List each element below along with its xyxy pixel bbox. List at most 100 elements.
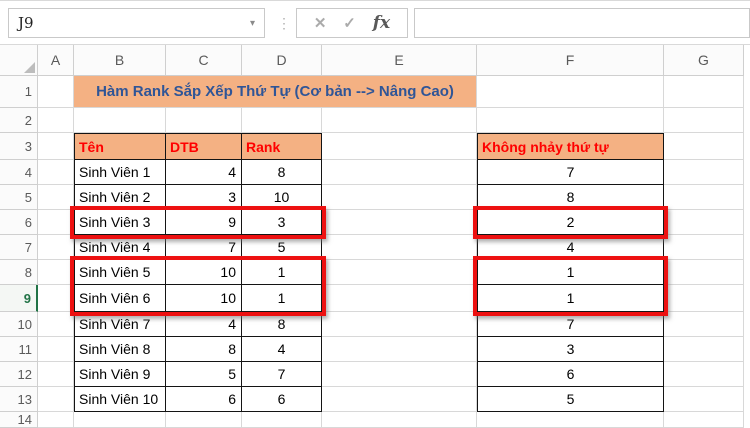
cell-F4[interactable]: 7	[477, 160, 664, 185]
cell-E14[interactable]	[322, 412, 477, 428]
cell-G8[interactable]	[664, 260, 744, 285]
cell-F14[interactable]	[477, 412, 664, 428]
cell-E5[interactable]	[322, 185, 477, 210]
column-header-E[interactable]: E	[322, 45, 477, 76]
cell-C5[interactable]: 3	[166, 185, 242, 210]
cell-E6[interactable]	[322, 210, 477, 235]
cell-E3[interactable]	[322, 133, 477, 160]
cell-G3[interactable]	[664, 133, 744, 160]
cell-B8[interactable]: Sinh Viên 5	[74, 260, 166, 285]
formula-bar-input[interactable]	[414, 8, 750, 38]
cell-B7[interactable]: Sinh Viên 4	[74, 235, 166, 260]
cell-B4[interactable]: Sinh Viên 1	[74, 160, 166, 185]
cell-G6[interactable]	[664, 210, 744, 235]
row-header-3[interactable]: 3	[0, 133, 38, 160]
cell-E4[interactable]	[322, 160, 477, 185]
cell-G12[interactable]	[664, 362, 744, 387]
cell-E9[interactable]	[322, 285, 477, 312]
row-header-9[interactable]: 9	[0, 285, 38, 312]
cell-G1[interactable]	[664, 76, 744, 108]
row-header-4[interactable]: 4	[0, 160, 38, 185]
cell-D11[interactable]: 4	[242, 337, 322, 362]
cell-G4[interactable]	[664, 160, 744, 185]
column-header-D[interactable]: D	[242, 45, 322, 76]
cell-C9[interactable]: 10	[166, 285, 242, 312]
cell-G14[interactable]	[664, 412, 744, 428]
cell-G10[interactable]	[664, 312, 744, 337]
cell-E13[interactable]	[322, 387, 477, 412]
cell-A8[interactable]	[38, 260, 74, 285]
row-header-8[interactable]: 8	[0, 260, 38, 285]
cell-A10[interactable]	[38, 312, 74, 337]
cell-B2[interactable]	[74, 108, 166, 133]
cell-C6[interactable]: 9	[166, 210, 242, 235]
row-header-11[interactable]: 11	[0, 337, 38, 362]
cell-F8[interactable]: 1	[477, 260, 664, 285]
cell-B12[interactable]: Sinh Viên 9	[74, 362, 166, 387]
cell-C7[interactable]: 7	[166, 235, 242, 260]
cell-A11[interactable]	[38, 337, 74, 362]
cell-B10[interactable]: Sinh Viên 7	[74, 312, 166, 337]
cell-A4[interactable]	[38, 160, 74, 185]
cell-B14[interactable]	[74, 412, 166, 428]
cell-C10[interactable]: 4	[166, 312, 242, 337]
cell-F6[interactable]: 2	[477, 210, 664, 235]
cell-A2[interactable]	[38, 108, 74, 133]
cell-A14[interactable]	[38, 412, 74, 428]
cell-E2[interactable]	[322, 108, 477, 133]
row-header-1[interactable]: 1	[0, 76, 38, 108]
cell-A9[interactable]	[38, 285, 74, 312]
cell-C12[interactable]: 5	[166, 362, 242, 387]
name-box-dropdown-icon[interactable]: ▾	[249, 17, 255, 29]
cell-F13[interactable]: 5	[477, 387, 664, 412]
cell-E7[interactable]	[322, 235, 477, 260]
cell-F5[interactable]: 8	[477, 185, 664, 210]
column-header-G[interactable]: G	[664, 45, 744, 76]
cell-D2[interactable]	[242, 108, 322, 133]
cell-C3[interactable]: DTB	[166, 133, 242, 160]
cell-E12[interactable]	[322, 362, 477, 387]
cell-F2[interactable]	[477, 108, 664, 133]
cell-G5[interactable]	[664, 185, 744, 210]
cell-G13[interactable]	[664, 387, 744, 412]
insert-function-icon[interactable]: fx	[372, 13, 391, 33]
column-header-B[interactable]: B	[74, 45, 166, 76]
cell-C4[interactable]: 4	[166, 160, 242, 185]
row-header-5[interactable]: 5	[0, 185, 38, 210]
cell-D6[interactable]: 3	[242, 210, 322, 235]
cell-A5[interactable]	[38, 185, 74, 210]
cell-A6[interactable]	[38, 210, 74, 235]
cell-B9[interactable]: Sinh Viên 6	[74, 285, 166, 312]
cell-D5[interactable]: 10	[242, 185, 322, 210]
column-header-F[interactable]: F	[477, 45, 664, 76]
cell-D4[interactable]: 8	[242, 160, 322, 185]
cell-F7[interactable]: 4	[477, 235, 664, 260]
cell-C14[interactable]	[166, 412, 242, 428]
name-box[interactable]: J9 ▾	[8, 8, 265, 38]
cell-E11[interactable]	[322, 337, 477, 362]
cell-A13[interactable]	[38, 387, 74, 412]
cell-A1[interactable]	[38, 76, 74, 108]
cell-D13[interactable]: 6	[242, 387, 322, 412]
cell-F11[interactable]: 3	[477, 337, 664, 362]
cell-F12[interactable]: 6	[477, 362, 664, 387]
cell-B3[interactable]: Tên	[74, 133, 166, 160]
cell-B5[interactable]: Sinh Viên 2	[74, 185, 166, 210]
cell-D14[interactable]	[242, 412, 322, 428]
cell-A3[interactable]	[38, 133, 74, 160]
column-header-A[interactable]: A	[38, 45, 74, 76]
cell-F3[interactable]: Không nhảy thứ tự	[477, 133, 664, 160]
cell-C8[interactable]: 10	[166, 260, 242, 285]
select-all-corner[interactable]	[0, 45, 38, 76]
cell-B6[interactable]: Sinh Viên 3	[74, 210, 166, 235]
cell-B11[interactable]: Sinh Viên 8	[74, 337, 166, 362]
cell-F1[interactable]	[477, 76, 664, 108]
row-header-12[interactable]: 12	[0, 362, 38, 387]
cell-G11[interactable]	[664, 337, 744, 362]
cell-G2[interactable]	[664, 108, 744, 133]
cell-A12[interactable]	[38, 362, 74, 387]
enter-icon[interactable]: ✓	[343, 15, 356, 32]
cell-C13[interactable]: 6	[166, 387, 242, 412]
cell-B13[interactable]: Sinh Viên 10	[74, 387, 166, 412]
row-header-2[interactable]: 2	[0, 108, 38, 133]
